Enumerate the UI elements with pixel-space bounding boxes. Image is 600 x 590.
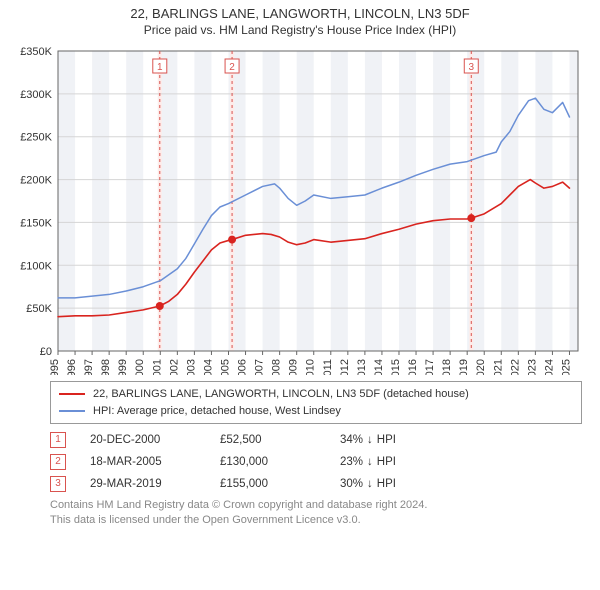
svg-text:1997: 1997 bbox=[83, 359, 95, 375]
event-delta: 23%↓HPI bbox=[340, 456, 396, 468]
event-price: £130,000 bbox=[220, 456, 340, 468]
event-date: 18-MAR-2005 bbox=[90, 456, 220, 468]
chart-title-1: 22, BARLINGS LANE, LANGWORTH, LINCOLN, L… bbox=[0, 6, 600, 21]
svg-text:£50K: £50K bbox=[26, 303, 52, 315]
svg-text:2000: 2000 bbox=[134, 359, 146, 375]
event-delta: 34%↓HPI bbox=[340, 434, 396, 446]
svg-text:£150K: £150K bbox=[20, 217, 52, 229]
footer-line-2: This data is licensed under the Open Gov… bbox=[50, 513, 582, 528]
svg-text:2024: 2024 bbox=[543, 359, 555, 375]
svg-text:1999: 1999 bbox=[117, 359, 129, 375]
svg-text:2017: 2017 bbox=[424, 359, 436, 375]
svg-text:3: 3 bbox=[468, 62, 474, 73]
event-date: 29-MAR-2019 bbox=[90, 478, 220, 490]
arrow-down-icon: ↓ bbox=[367, 434, 373, 446]
svg-text:1: 1 bbox=[157, 62, 163, 73]
svg-text:2021: 2021 bbox=[492, 359, 504, 375]
svg-text:2008: 2008 bbox=[271, 359, 283, 375]
event-row: 2 18-MAR-2005£130,00023%↓HPI bbox=[50, 454, 582, 470]
svg-text:2016: 2016 bbox=[407, 359, 419, 375]
svg-text:1995: 1995 bbox=[49, 359, 61, 375]
event-price: £155,000 bbox=[220, 478, 340, 490]
event-marker: 1 bbox=[50, 432, 66, 448]
svg-text:2006: 2006 bbox=[237, 359, 249, 375]
svg-text:2023: 2023 bbox=[526, 359, 538, 375]
svg-text:£300K: £300K bbox=[20, 89, 52, 101]
svg-text:2007: 2007 bbox=[254, 359, 266, 375]
svg-text:2019: 2019 bbox=[458, 359, 470, 375]
svg-text:2015: 2015 bbox=[390, 359, 402, 375]
svg-text:2011: 2011 bbox=[322, 359, 334, 375]
event-price: £52,500 bbox=[220, 434, 340, 446]
svg-text:1998: 1998 bbox=[100, 359, 112, 375]
footer-line-1: Contains HM Land Registry data © Crown c… bbox=[50, 498, 582, 513]
legend-swatch-2 bbox=[59, 410, 85, 412]
svg-text:2018: 2018 bbox=[441, 359, 453, 375]
arrow-down-icon: ↓ bbox=[367, 478, 373, 490]
svg-text:2013: 2013 bbox=[356, 359, 368, 375]
svg-text:2010: 2010 bbox=[305, 359, 317, 375]
svg-text:2014: 2014 bbox=[373, 359, 385, 375]
events-table: 1 20-DEC-2000£52,50034%↓HPI 2 18-MAR-2005£1… bbox=[50, 432, 582, 492]
legend: 22, BARLINGS LANE, LANGWORTH, LINCOLN, L… bbox=[50, 381, 582, 424]
svg-text:2003: 2003 bbox=[185, 359, 197, 375]
svg-text:2025: 2025 bbox=[560, 359, 572, 375]
svg-text:£0: £0 bbox=[40, 346, 52, 358]
svg-text:2020: 2020 bbox=[475, 359, 487, 375]
svg-text:£100K: £100K bbox=[20, 260, 52, 272]
event-marker: 2 bbox=[50, 454, 66, 470]
chart-svg: £0 £50K £100K £150K £200K £250K £300K £350K 1995… bbox=[10, 45, 590, 375]
legend-label-2: HPI: Average price, detached house, West… bbox=[93, 403, 341, 420]
svg-text:£350K: £350K bbox=[20, 46, 52, 58]
svg-text:2002: 2002 bbox=[168, 359, 180, 375]
svg-text:2004: 2004 bbox=[202, 359, 214, 375]
svg-text:2022: 2022 bbox=[509, 359, 521, 375]
legend-swatch-1 bbox=[59, 393, 85, 395]
svg-text:£200K: £200K bbox=[20, 175, 52, 187]
arrow-down-icon: ↓ bbox=[367, 456, 373, 468]
legend-label-1: 22, BARLINGS LANE, LANGWORTH, LINCOLN, L… bbox=[93, 386, 469, 403]
svg-text:2001: 2001 bbox=[151, 359, 163, 375]
chart-title-2: Price paid vs. HM Land Registry's House … bbox=[0, 23, 600, 37]
event-delta: 30%↓HPI bbox=[340, 478, 396, 490]
svg-text:2: 2 bbox=[229, 62, 235, 73]
event-row: 1 20-DEC-2000£52,50034%↓HPI bbox=[50, 432, 582, 448]
svg-text:£250K: £250K bbox=[20, 132, 52, 144]
chart: £0 £50K £100K £150K £200K £250K £300K £350K 1995… bbox=[10, 45, 590, 375]
svg-text:2005: 2005 bbox=[219, 359, 231, 375]
event-row: 3 29-MAR-2019£155,00030%↓HPI bbox=[50, 476, 582, 492]
svg-text:1996: 1996 bbox=[66, 359, 78, 375]
svg-text:2009: 2009 bbox=[288, 359, 300, 375]
event-marker: 3 bbox=[50, 476, 66, 492]
svg-text:2012: 2012 bbox=[339, 359, 351, 375]
event-date: 20-DEC-2000 bbox=[90, 434, 220, 446]
